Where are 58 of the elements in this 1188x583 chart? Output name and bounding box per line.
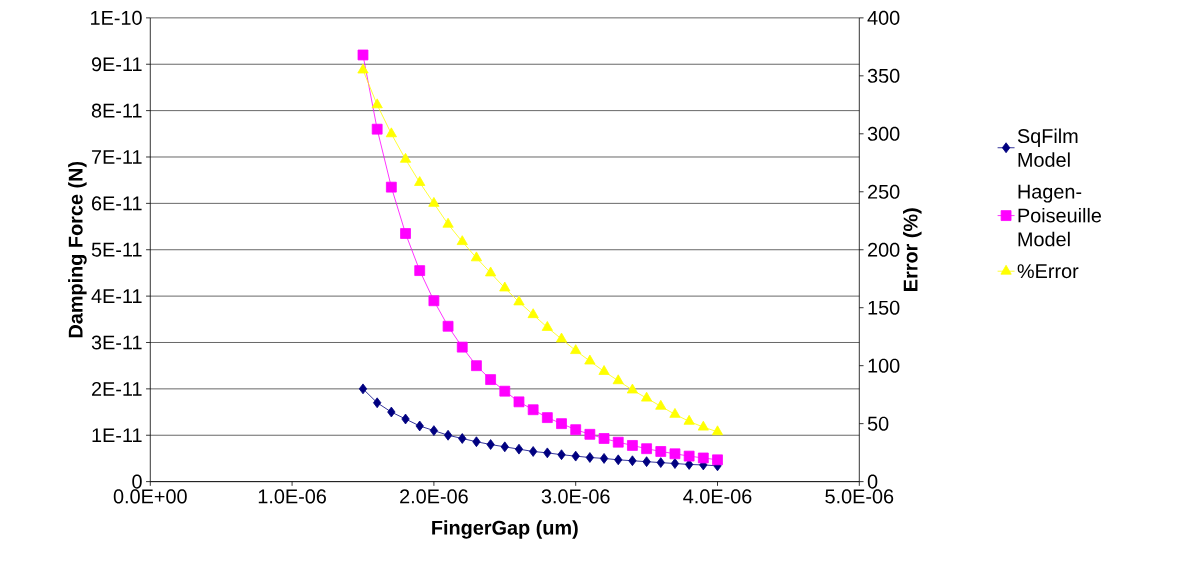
point <box>428 197 440 207</box>
point <box>683 415 695 425</box>
y2-tick-label: 300 <box>867 126 900 141</box>
y-tick-label: 9E-11 <box>91 57 142 72</box>
point <box>470 251 482 262</box>
x-tick-label: 1.0E-06 <box>258 489 326 504</box>
y2-axis-title: Error (%) <box>903 208 922 291</box>
y-tick-label: 3E-11 <box>91 335 142 350</box>
point <box>499 281 511 292</box>
y-tick-label: 1E-10 <box>91 10 142 25</box>
point <box>527 308 539 319</box>
point <box>711 425 724 436</box>
point <box>555 332 568 343</box>
y-tick-label: 7E-11 <box>92 150 142 164</box>
y2-tick-label: 250 <box>868 184 900 199</box>
x-tick-label: 2.0E-06 <box>400 489 468 504</box>
point <box>669 408 681 418</box>
y2-tick-label: 50 <box>867 416 889 431</box>
legend-label: SqFilm Model <box>1017 128 1078 167</box>
point <box>612 374 624 385</box>
y2-tick-label: 0 <box>867 474 878 489</box>
y-tick-label: 6E-11 <box>92 196 142 211</box>
y-axis-title: Damping Force (N) <box>68 161 87 338</box>
point <box>598 365 610 375</box>
point <box>570 344 582 355</box>
point <box>357 63 369 74</box>
point <box>541 321 553 331</box>
y-tick-label: 5E-11 <box>91 242 142 257</box>
point <box>485 266 497 277</box>
y-tick-label: 8E-11 <box>91 103 142 118</box>
x-tick-label: 5.0E-06 <box>825 489 894 504</box>
point <box>456 235 468 246</box>
point <box>697 420 709 431</box>
y2-tick-label: 100 <box>868 358 900 373</box>
point <box>399 153 412 163</box>
x-tick-label: 3.0E-06 <box>541 489 610 504</box>
point <box>584 354 596 365</box>
x-tick-label: 0.0E+00 <box>113 489 187 504</box>
y-tick-label: 1E-11 <box>92 428 142 443</box>
y-tick-label: 4E-11 <box>91 289 142 303</box>
point <box>442 217 454 228</box>
point <box>414 176 426 186</box>
point <box>371 98 383 109</box>
y2-tick-label: 350 <box>867 68 900 83</box>
y2-tick-label: 200 <box>868 242 900 257</box>
point <box>655 399 667 410</box>
legend-label: Hagen-Poiseuille Model <box>1018 184 1102 247</box>
point <box>641 391 653 402</box>
legend-label: %Error <box>1017 264 1079 279</box>
point <box>626 383 638 394</box>
y2-tick-label: 150 <box>868 300 900 315</box>
y-tick-label: 2E-11 <box>92 381 142 396</box>
point <box>513 295 525 306</box>
y-tick-label: 0 <box>132 474 142 489</box>
x-axis-title: FingerGap (um) <box>432 520 578 539</box>
x-tick-label: 4.0E-06 <box>683 489 752 504</box>
y2-tick-label: 400 <box>867 10 900 25</box>
point <box>385 127 397 138</box>
